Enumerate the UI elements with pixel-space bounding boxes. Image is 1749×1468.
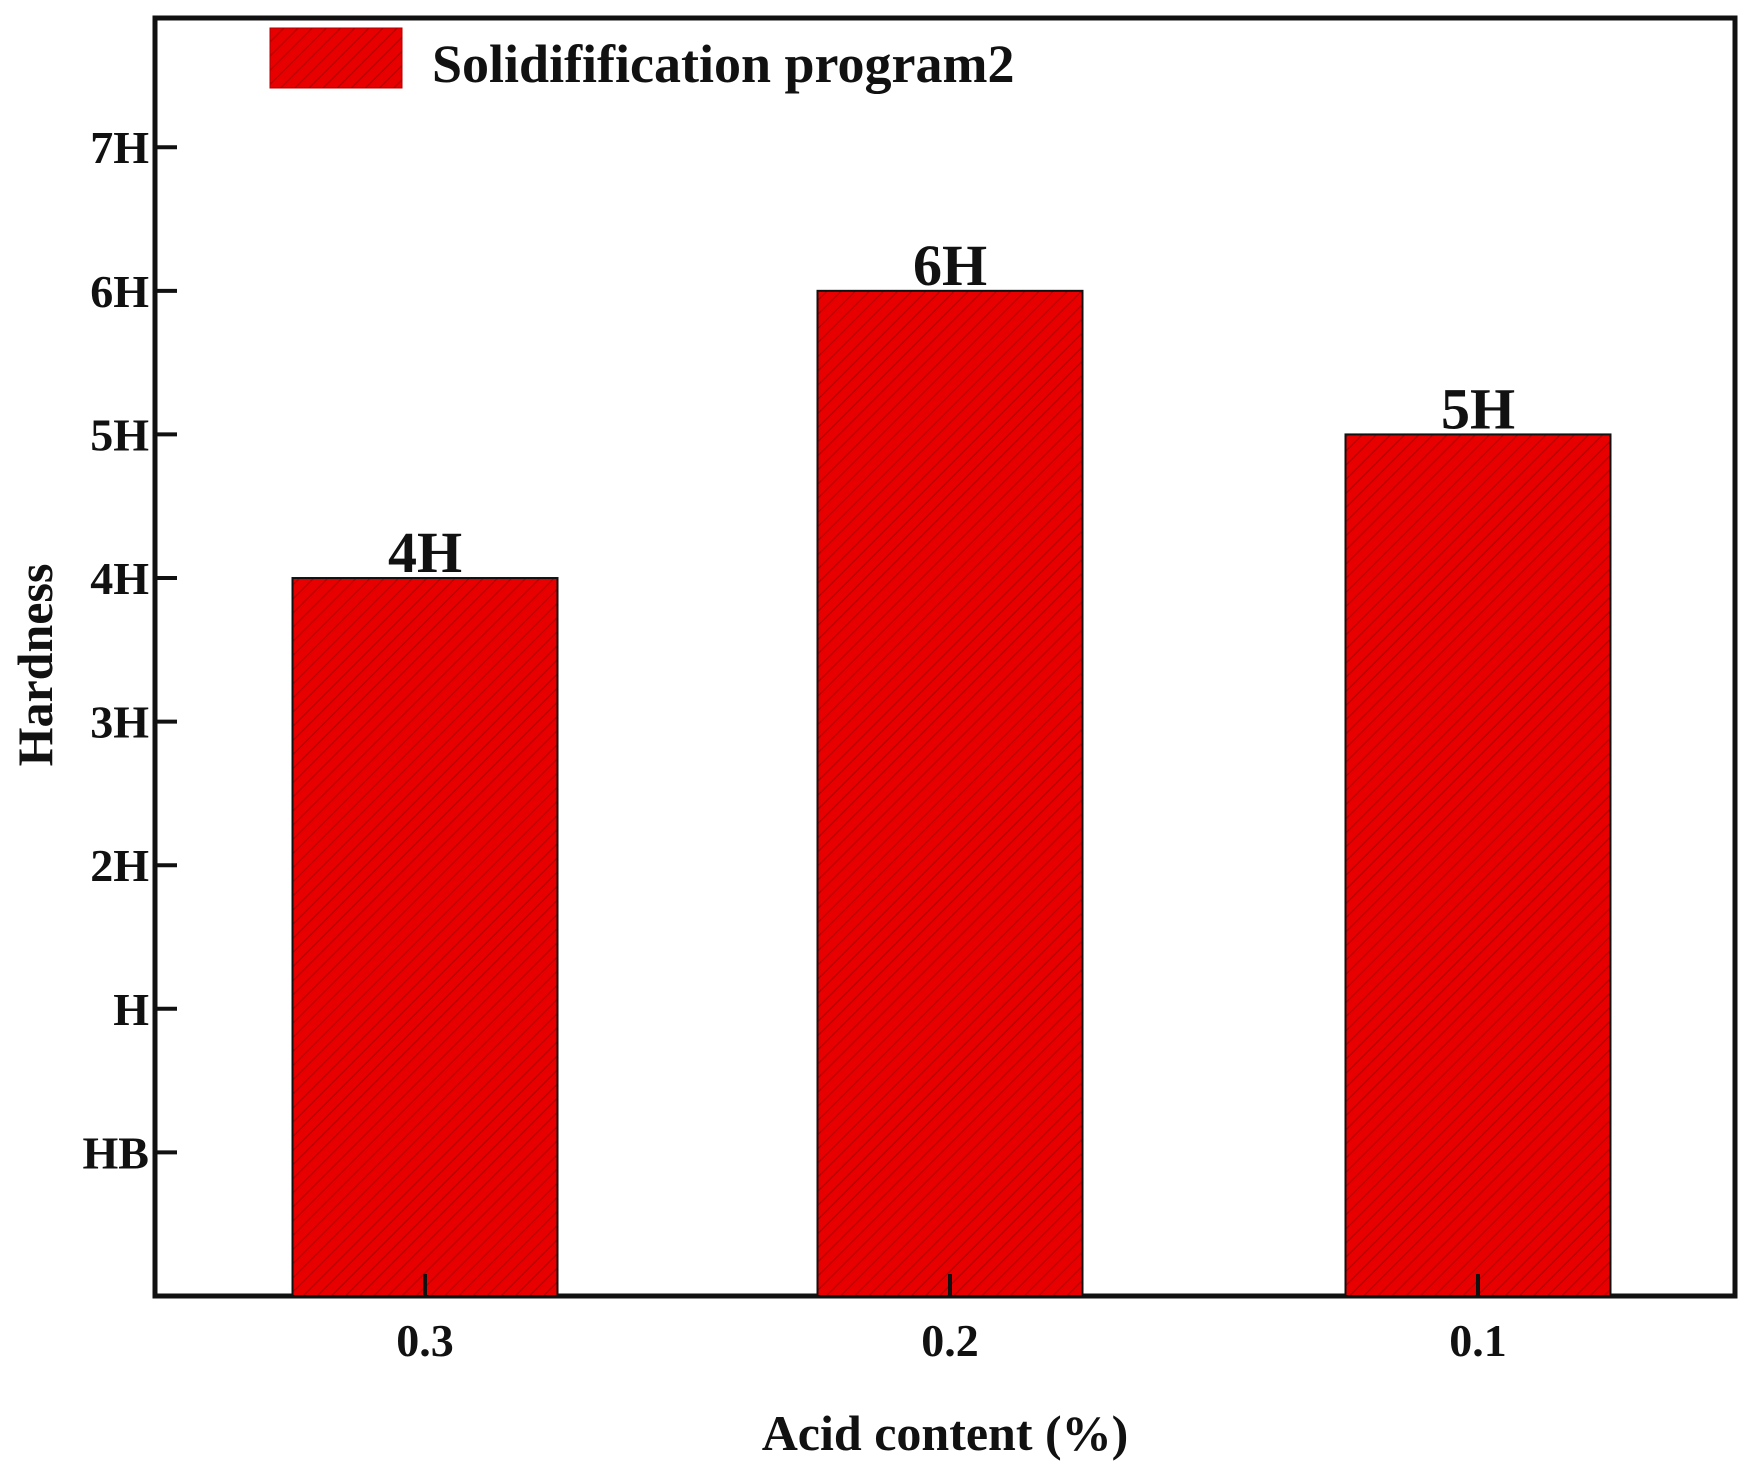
x-tick-label: 0.1 xyxy=(1449,1315,1507,1366)
y-tick-label: 7H xyxy=(90,122,149,173)
y-tick-label: 3H xyxy=(90,697,149,748)
data-labels-group: 4H 6H 5H xyxy=(388,233,1515,585)
y-tick-label: H xyxy=(113,984,149,1035)
y-tick-label: 4H xyxy=(90,553,149,604)
legend-label: Solidifification program2 xyxy=(432,34,1015,94)
bar-0.2 xyxy=(816,289,1084,1297)
data-label-0.1: 5H xyxy=(1441,376,1515,441)
y-axis-title: Hardness xyxy=(7,564,63,767)
legend-swatch xyxy=(269,27,403,89)
x-tick-label: 0.2 xyxy=(921,1315,979,1366)
y-tick-label: HB xyxy=(83,1127,149,1178)
y-tick-label: 6H xyxy=(90,266,149,317)
y-tick-label: 2H xyxy=(90,840,149,891)
bar-0.3 xyxy=(291,577,559,1297)
y-tick-label: 5H xyxy=(90,409,149,460)
bar-0.1 xyxy=(1344,433,1612,1298)
data-label-0.3: 4H xyxy=(388,520,462,585)
x-tick-label: 0.3 xyxy=(396,1315,454,1366)
y-axis-ticks: HB H 2H 3H 4H 5H 6H 7H xyxy=(83,122,177,1178)
bars-group xyxy=(291,289,1612,1298)
legend: Solidifification program2 xyxy=(269,27,1015,94)
data-label-0.2: 6H xyxy=(913,233,987,298)
x-axis-title: Acid content (%) xyxy=(762,1405,1129,1461)
x-axis-ticks: 0.3 0.2 0.1 xyxy=(396,1274,1507,1366)
